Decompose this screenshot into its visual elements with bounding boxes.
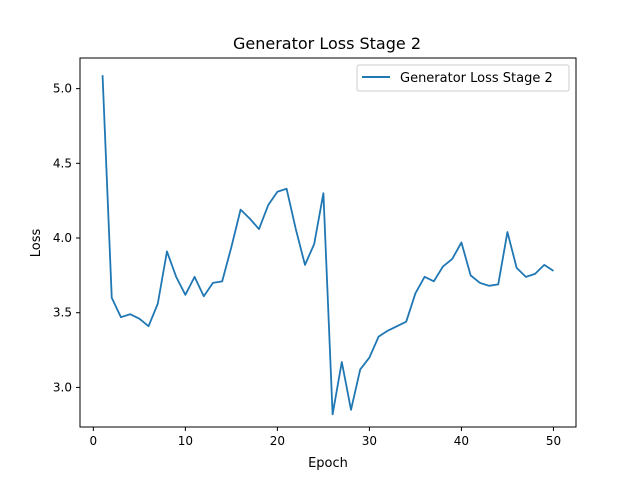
x-axis: 0 10 20 30 40 50	[90, 427, 561, 448]
y-tick-label: 3.0	[53, 380, 72, 394]
y-tick-label: 4.5	[53, 156, 72, 170]
legend-box	[356, 64, 570, 92]
legend-label: Generator Loss Stage 2	[400, 71, 553, 86]
y-tick-label: 5.0	[53, 82, 72, 96]
x-tick-label: 30	[362, 434, 377, 448]
x-tick-label: 0	[90, 434, 98, 448]
y-axis: 3.0 3.5 4.0 4.5 5.0	[53, 82, 80, 394]
chart-title: Generator Loss Stage 2	[233, 34, 421, 53]
series-line	[101, 75, 554, 416]
x-tick-label: 50	[546, 434, 561, 448]
x-axis-label: Epoch	[308, 456, 348, 471]
y-axis-label: Loss	[29, 229, 44, 258]
y-tick-label: 4.0	[53, 231, 72, 245]
plot-area	[101, 75, 554, 416]
y-tick-label: 3.5	[53, 306, 72, 320]
axes-frame	[79, 57, 577, 428]
x-tick-label: 40	[454, 434, 469, 448]
x-tick-label: 20	[270, 434, 285, 448]
x-tick-label: 10	[178, 434, 193, 448]
legend: Generator Loss Stage 2	[356, 64, 570, 92]
